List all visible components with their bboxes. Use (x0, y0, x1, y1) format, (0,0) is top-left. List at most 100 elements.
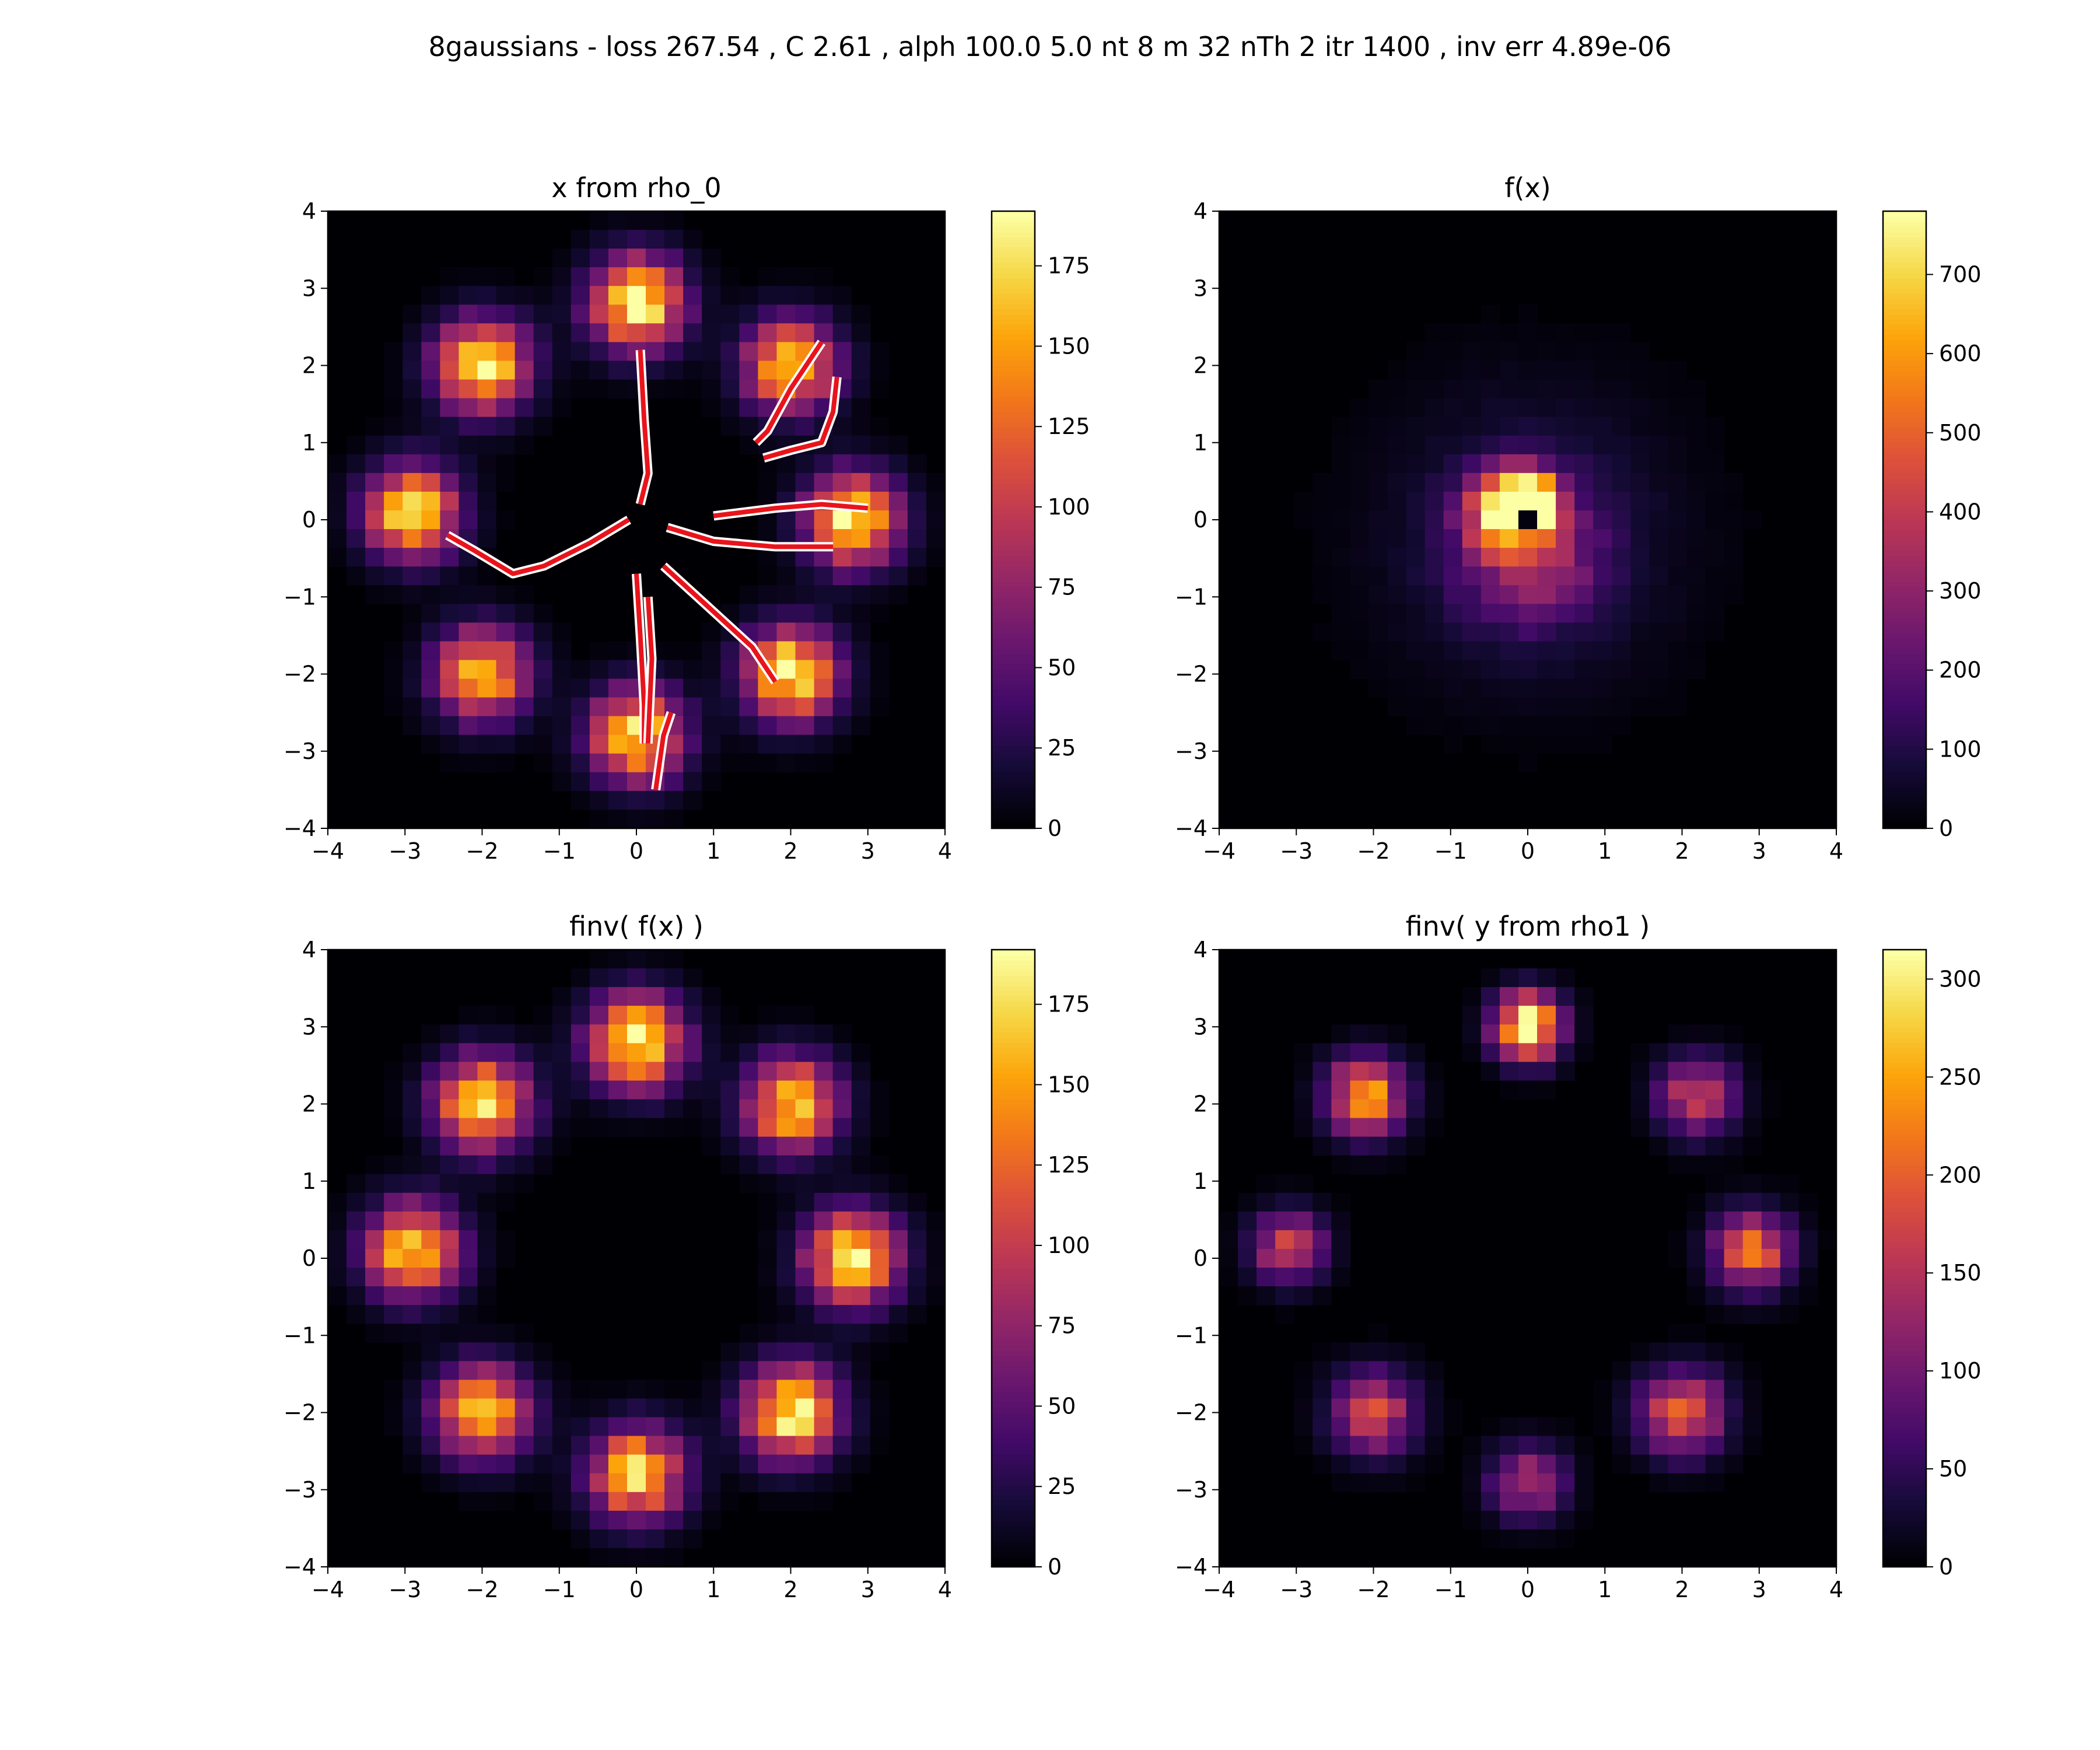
x-tick-label: −3 (388, 838, 421, 864)
heatmap-cell (833, 548, 852, 567)
colorbar-segment (992, 751, 1035, 757)
heatmap-cell (552, 987, 572, 1006)
heatmap-cell (1593, 604, 1612, 623)
heatmap-cell (1294, 510, 1313, 530)
heatmap-cell (384, 1156, 403, 1175)
heatmap-cell (515, 1436, 534, 1455)
heatmap-cell (1444, 1418, 1463, 1437)
heatmap-cell (1556, 1418, 1575, 1437)
heatmap-cell (1687, 398, 1706, 418)
heatmap-cell (758, 286, 777, 305)
colorbar-segment (992, 1521, 1035, 1527)
heatmap-cell (1368, 1137, 1388, 1156)
heatmap-cell (720, 1024, 740, 1044)
heatmap-cell (796, 1080, 815, 1100)
heatmap-cell (1406, 1418, 1426, 1437)
heatmap-cell (758, 342, 777, 361)
heatmap-cell (908, 1193, 927, 1212)
heatmap-cell (328, 492, 347, 511)
heatmap-cell (796, 1174, 815, 1194)
heatmap-cell (1481, 492, 1500, 511)
heatmap-cell (1331, 529, 1350, 548)
heatmap-cell (459, 1099, 478, 1118)
heatmap-cell (1368, 1455, 1388, 1474)
heatmap-cell (421, 1305, 440, 1324)
heatmap-cell (1612, 1455, 1631, 1474)
colorbar-segment (992, 1212, 1035, 1218)
heatmap-cell (459, 698, 478, 717)
colorbar-segment (992, 1382, 1035, 1388)
heatmap-cell (720, 323, 740, 342)
heatmap-cell (1388, 398, 1407, 418)
heatmap-cell (496, 1193, 516, 1212)
heatmap-cell (889, 585, 908, 604)
heatmap-cell (908, 473, 927, 492)
heatmap-cell (515, 304, 534, 324)
heatmap-cell (814, 1268, 834, 1287)
heatmap-cell (1668, 622, 1687, 642)
heatmap-cell (1612, 1398, 1631, 1418)
heatmap-cell (1388, 1436, 1407, 1455)
colorbar-segment (1883, 597, 1926, 603)
heatmap-cell (552, 1361, 572, 1380)
heatmap-cell (833, 286, 852, 305)
heatmap-cell (440, 1455, 459, 1474)
heatmap-cell (1593, 1380, 1612, 1399)
heatmap-cell (1762, 1286, 1781, 1306)
heatmap-cell (1294, 1062, 1313, 1081)
colorbar-segment (1883, 1546, 1926, 1552)
heatmap-cell (421, 1361, 440, 1380)
heatmap-cell (1556, 604, 1575, 623)
heatmap-cell (833, 436, 852, 455)
colorbar-segment (992, 991, 1035, 997)
heatmap-cell (1649, 622, 1668, 642)
heatmap-cell (515, 679, 534, 698)
colorbar-segment (1883, 540, 1926, 546)
heatmap-cell (796, 1212, 815, 1231)
colorbar-segment (992, 1340, 1035, 1346)
heatmap-cell (365, 1324, 384, 1343)
colorbar-segment (992, 1027, 1035, 1032)
heatmap-cell (440, 641, 459, 660)
colorbar-segment (992, 1058, 1035, 1063)
heatmap-cell (421, 1342, 440, 1362)
heatmap-cell (1649, 492, 1668, 511)
heatmap-cell (758, 585, 777, 604)
heatmap-cell (1630, 679, 1650, 698)
colorbar-segment (1883, 412, 1926, 418)
heatmap-cell (459, 1418, 478, 1437)
heatmap-cell (590, 1099, 609, 1118)
heatmap-cell (402, 1455, 422, 1474)
heatmap-cell (608, 679, 628, 698)
heatmap-cell (1612, 660, 1631, 679)
heatmap-cell (515, 380, 534, 399)
heatmap-cell (627, 950, 646, 969)
heatmap-cell (1350, 510, 1369, 530)
heatmap-cell (1668, 1156, 1687, 1175)
colorbar-segment (992, 1217, 1035, 1223)
heatmap-cell (571, 1398, 590, 1418)
heatmap-cell (421, 1455, 440, 1474)
heatmap-cell (1668, 436, 1687, 455)
heatmap-cell (421, 454, 440, 474)
heatmap-cell (459, 1137, 478, 1156)
heatmap-cell (402, 660, 422, 679)
heatmap-cell (702, 1080, 721, 1100)
heatmap-cell (1537, 1436, 1556, 1455)
heatmap-cell (796, 1043, 815, 1062)
heatmap-cell (1481, 529, 1500, 548)
colorbar-segment (1883, 273, 1926, 279)
heatmap-cell (1612, 380, 1631, 399)
heatmap-cell (402, 1080, 422, 1100)
heatmap-cell (440, 548, 459, 567)
heatmap-cell (590, 1006, 609, 1025)
heatmap-cell (720, 1455, 740, 1474)
heatmap-cell (1500, 622, 1519, 642)
heatmap-cell (1556, 1492, 1575, 1511)
heatmap-cell (1500, 1530, 1519, 1549)
heatmap-cell (852, 641, 871, 660)
heatmap-cell (477, 1249, 496, 1268)
heatmap-cell (1743, 1062, 1762, 1081)
heatmap-cell (608, 286, 628, 305)
heatmap-cell (870, 1324, 890, 1343)
